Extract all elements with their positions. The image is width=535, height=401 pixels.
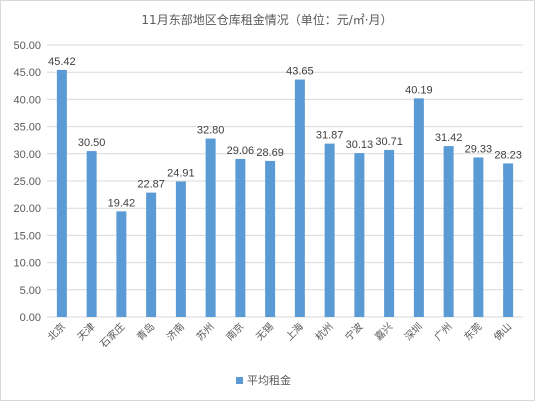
data-label: 29.33 bbox=[465, 143, 493, 155]
y-tick-label: 15.00 bbox=[13, 230, 41, 242]
category-label: 苏州 bbox=[193, 320, 216, 343]
data-label: 45.42 bbox=[48, 56, 76, 68]
y-tick-label: 10.00 bbox=[13, 258, 41, 270]
data-label: 40.19 bbox=[405, 84, 433, 96]
bar bbox=[413, 98, 424, 318]
bar bbox=[473, 157, 484, 317]
y-tick-label: 45.00 bbox=[13, 67, 41, 79]
data-label: 31.87 bbox=[316, 130, 344, 142]
bar bbox=[384, 149, 395, 317]
category-label: 广州 bbox=[432, 321, 455, 344]
y-tick-label: 25.00 bbox=[13, 176, 41, 188]
y-tick-label: 0.00 bbox=[20, 312, 41, 324]
bar bbox=[443, 146, 454, 317]
bar bbox=[324, 143, 335, 317]
bar bbox=[294, 79, 305, 317]
chart-title: 11月东部地区仓库租金情况（单位：元/㎡·月） bbox=[141, 12, 392, 27]
category-label: 东莞 bbox=[461, 320, 484, 343]
category-label: 南京 bbox=[223, 320, 246, 343]
bar bbox=[175, 181, 186, 317]
bar bbox=[86, 151, 97, 317]
data-label: 28.69 bbox=[256, 147, 284, 159]
data-label: 29.06 bbox=[227, 145, 255, 157]
legend-swatch bbox=[236, 377, 243, 384]
category-label: 杭州 bbox=[312, 320, 335, 343]
bar bbox=[56, 69, 67, 318]
data-label: 28.23 bbox=[494, 149, 522, 161]
category-label: 无锡 bbox=[253, 320, 276, 343]
data-label: 30.71 bbox=[375, 136, 403, 148]
category-label: 石家庄 bbox=[97, 320, 127, 350]
category-label: 济南 bbox=[164, 320, 187, 343]
bar bbox=[116, 211, 127, 317]
category-label: 宁波 bbox=[342, 320, 365, 343]
bar bbox=[354, 153, 365, 317]
category-label: 北京 bbox=[45, 320, 68, 343]
data-label: 24.91 bbox=[167, 167, 195, 179]
bars bbox=[56, 69, 514, 318]
bar bbox=[265, 160, 276, 317]
category-label: 天津 bbox=[75, 321, 98, 344]
data-label: 31.42 bbox=[435, 132, 463, 144]
y-tick-label: 50.00 bbox=[13, 40, 41, 52]
legend-label: 平均租金 bbox=[247, 373, 291, 387]
category-label: 佛山 bbox=[491, 320, 514, 343]
data-label: 32.80 bbox=[197, 125, 225, 137]
legend: 平均租金 bbox=[236, 373, 291, 387]
y-tick-label: 5.00 bbox=[20, 285, 41, 297]
data-label: 43.65 bbox=[286, 66, 314, 78]
data-label: 30.50 bbox=[78, 137, 106, 149]
data-label: 19.42 bbox=[108, 197, 136, 209]
bar bbox=[205, 138, 216, 317]
y-tick-label: 40.00 bbox=[13, 94, 41, 106]
bar bbox=[503, 163, 514, 317]
x-axis-categories: 北京 天津 石家庄 青岛 济南 苏州 南京 无锡 上海 杭州 宁波 嘉兴 深圳 广州 东莞 佛山 bbox=[45, 320, 515, 350]
data-label: 22.87 bbox=[137, 179, 165, 191]
y-axis-ticks: 0.00 5.00 10.00 15.00 20.00 25.00 30.00 35.00 40… bbox=[13, 40, 41, 324]
category-label: 深圳 bbox=[402, 321, 425, 344]
bar bbox=[235, 158, 246, 317]
data-label: 30.13 bbox=[346, 139, 374, 151]
bar bbox=[146, 192, 157, 317]
category-label: 青岛 bbox=[134, 320, 157, 343]
y-tick-label: 35.00 bbox=[13, 122, 41, 134]
category-label: 上海 bbox=[283, 320, 306, 343]
y-tick-label: 20.00 bbox=[13, 203, 41, 215]
y-tick-label: 30.00 bbox=[13, 149, 41, 161]
category-label: 嘉兴 bbox=[372, 320, 395, 343]
